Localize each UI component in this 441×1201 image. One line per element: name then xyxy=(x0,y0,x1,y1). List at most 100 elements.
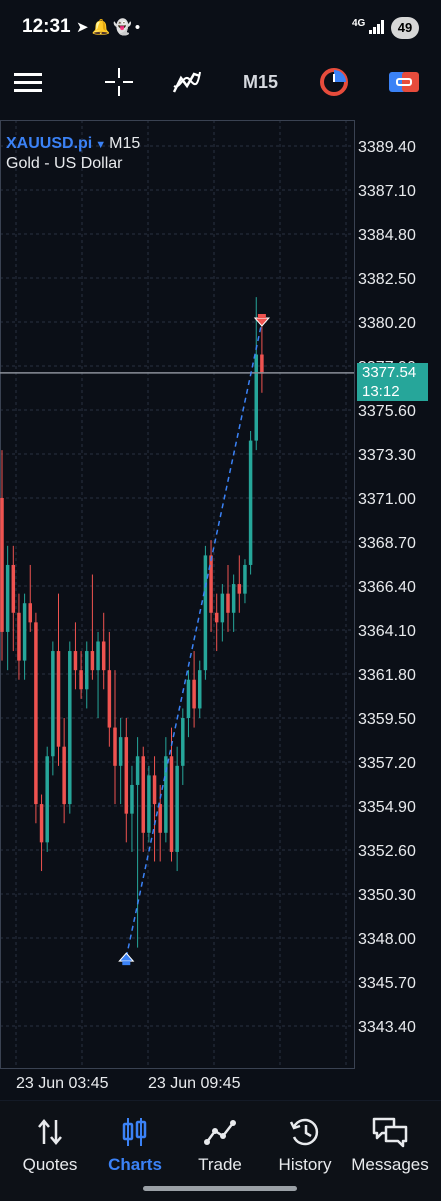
home-indicator xyxy=(143,1186,297,1191)
price-axis-label: 3357.20 xyxy=(358,755,416,772)
sell-arrow-tail xyxy=(257,314,266,318)
status-bar: 12:31 ➤🔔👻• 4G 49 xyxy=(0,0,441,56)
candle-body[interactable] xyxy=(254,354,259,441)
candle-body[interactable] xyxy=(231,584,236,613)
candle-body[interactable] xyxy=(130,784,134,814)
candle-body[interactable] xyxy=(203,555,208,671)
candle-body[interactable] xyxy=(11,564,16,613)
candle-body[interactable] xyxy=(135,756,140,785)
trendline[interactable] xyxy=(125,321,263,958)
candle-body[interactable] xyxy=(181,718,185,766)
candle-body[interactable] xyxy=(56,651,61,747)
time-axis-label: 23 Jun 09:45 xyxy=(148,1075,241,1092)
notification-icons: ➤🔔👻• xyxy=(76,19,144,36)
candle-body[interactable] xyxy=(243,564,247,594)
candle-body[interactable] xyxy=(192,679,196,709)
candle-body[interactable] xyxy=(214,612,219,623)
candle-body[interactable] xyxy=(152,775,157,805)
price-axis-label: 3359.50 xyxy=(358,711,416,728)
symbol-name[interactable]: XAUUSD.pi xyxy=(6,135,93,152)
candle-body[interactable] xyxy=(237,584,242,594)
candle-body[interactable] xyxy=(248,440,253,565)
price-axis-label: 3352.60 xyxy=(358,843,416,860)
candle-body[interactable] xyxy=(260,354,264,374)
indicators-icon xyxy=(172,71,201,93)
price-axis-label: 3384.80 xyxy=(358,227,416,244)
tab-messages-label: Messages xyxy=(351,1155,429,1174)
quotes-arrows-icon xyxy=(38,1119,62,1145)
tab-trade[interactable]: Trade xyxy=(176,1115,264,1175)
candle-body[interactable] xyxy=(169,756,174,852)
candle-body[interactable] xyxy=(5,564,10,632)
candle-body[interactable] xyxy=(22,603,27,661)
candle-body[interactable] xyxy=(175,765,179,852)
candle-body[interactable] xyxy=(113,727,117,766)
crosshair-button[interactable] xyxy=(102,62,136,102)
crosshair-icon xyxy=(105,68,133,96)
candle-body[interactable] xyxy=(101,641,106,671)
price-axis-label: 3368.70 xyxy=(358,535,416,552)
candle-body[interactable] xyxy=(141,756,146,833)
chart-toolbar: M15 xyxy=(0,56,441,110)
candle-body[interactable] xyxy=(62,746,66,805)
candle-body[interactable] xyxy=(51,651,55,757)
candles-icon xyxy=(122,1118,147,1146)
candle-body[interactable] xyxy=(158,804,162,833)
tab-charts[interactable]: Charts xyxy=(91,1115,179,1175)
price-axis-label: 3343.40 xyxy=(358,1019,416,1036)
one-click-trading-button[interactable] xyxy=(316,62,352,102)
candle-body[interactable] xyxy=(124,737,129,814)
candle-body[interactable] xyxy=(147,775,151,833)
candle-body[interactable] xyxy=(90,651,95,671)
candle-body[interactable] xyxy=(164,756,168,833)
tab-history-label: History xyxy=(278,1155,332,1174)
candle-body[interactable] xyxy=(68,651,72,805)
signal-icon xyxy=(369,20,384,34)
trade-order-icon xyxy=(389,72,419,92)
candle-body[interactable] xyxy=(186,679,191,718)
tab-quotes[interactable]: Quotes xyxy=(6,1115,94,1175)
candle-body[interactable] xyxy=(39,804,44,843)
candle-body[interactable] xyxy=(96,641,100,671)
candle-body[interactable] xyxy=(85,651,89,690)
candle-body[interactable] xyxy=(73,651,78,671)
hamburger-icon xyxy=(14,73,42,92)
new-order-button[interactable] xyxy=(386,62,422,102)
candle-body[interactable] xyxy=(79,670,83,690)
candle-body[interactable] xyxy=(220,593,225,623)
candle-body[interactable] xyxy=(198,670,202,709)
messages-chat-icon xyxy=(372,1117,408,1148)
buy-arrow-tail xyxy=(122,961,131,966)
price-axis-label: 3348.00 xyxy=(358,931,416,948)
price-axis-label: 3364.10 xyxy=(358,623,416,640)
candle-body[interactable] xyxy=(0,498,4,632)
battery-indicator: 49 xyxy=(391,17,419,39)
clock-timer-icon xyxy=(320,68,348,96)
symbol-header[interactable]: XAUUSD.pi ▼ M15 xyxy=(6,135,140,153)
candle-body[interactable] xyxy=(107,670,112,728)
candle-body[interactable] xyxy=(45,756,49,843)
tab-history[interactable]: History xyxy=(261,1115,349,1175)
menu-button[interactable] xyxy=(12,62,44,102)
buy-arrow-icon[interactable] xyxy=(118,952,135,962)
candle-body[interactable] xyxy=(28,603,33,623)
candle-body[interactable] xyxy=(118,737,123,766)
candle-body[interactable] xyxy=(226,593,230,613)
symbol-timeframe: M15 xyxy=(109,135,141,152)
price-axis-label: 3354.90 xyxy=(358,799,416,816)
history-clock-icon xyxy=(289,1118,319,1146)
symbol-description: Gold - US Dollar xyxy=(6,155,123,172)
price-axis-label: 3373.30 xyxy=(358,447,416,464)
candle-body[interactable] xyxy=(17,612,21,661)
candle-body[interactable] xyxy=(34,622,38,805)
symbol-dropdown-icon[interactable]: ▼ xyxy=(95,139,107,151)
timeframe-selector[interactable]: M15 xyxy=(243,72,279,92)
price-axis-label: 3371.00 xyxy=(358,491,416,508)
current-price-tag: 3377.54 13:12 xyxy=(357,363,428,401)
candle-body[interactable] xyxy=(209,555,213,613)
tab-messages[interactable]: Messages xyxy=(346,1115,434,1175)
indicators-button[interactable] xyxy=(170,62,204,102)
price-chart[interactable]: 3389.40 3387.10 3384.80 3382.50 3380.20 3377.… xyxy=(0,120,441,1100)
price-axis-label: 3375.60 xyxy=(358,403,416,420)
candlestick-chart[interactable]: 3389.40 3387.10 3384.80 3382.50 3380.20 3377.… xyxy=(0,120,441,1100)
